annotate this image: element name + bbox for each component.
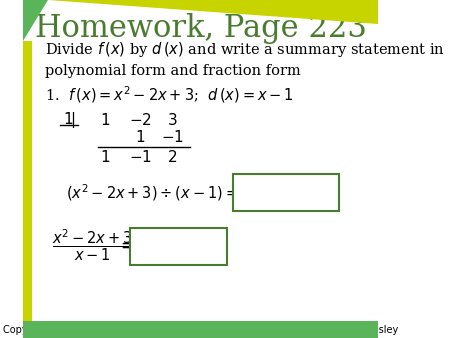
- Text: 1.  $f\,(x) = x^2 - 2x + 3$;  $d\,(x) = x - 1$: 1. $f\,(x) = x^2 - 2x + 3$; $d\,(x) = x …: [45, 84, 293, 105]
- Polygon shape: [23, 41, 32, 321]
- Text: $1\!|$: $1\!|$: [63, 110, 76, 130]
- Text: $1$: $1$: [100, 149, 110, 165]
- FancyBboxPatch shape: [130, 228, 227, 265]
- Text: $\left(x^2 - 2x + 3\right) \div \left(x - 1\right) = $: $\left(x^2 - 2x + 3\right) \div \left(x …: [66, 182, 238, 203]
- Polygon shape: [48, 0, 378, 24]
- Text: $x - 1 + \dfrac{2}{x-1}$: $x - 1 + \dfrac{2}{x-1}$: [241, 184, 329, 212]
- Text: $3$: $3$: [167, 112, 177, 128]
- Text: $-1$: $-1$: [129, 149, 152, 165]
- Text: $2$: $2$: [167, 149, 177, 165]
- Text: $-1$: $-1$: [161, 129, 184, 145]
- Text: $x - 1 + \dfrac{2}{x-1}$: $x - 1 + \dfrac{2}{x-1}$: [139, 238, 226, 266]
- Text: Divide $f\,(x)$ by $d\,(x)$ and write a summary statement in
polynomial form and: Divide $f\,(x)$ by $d\,(x)$ and write a …: [45, 40, 445, 78]
- Text: $-2$: $-2$: [129, 112, 152, 128]
- Text: Homework, Page 223: Homework, Page 223: [35, 13, 367, 44]
- Polygon shape: [23, 0, 48, 41]
- Text: Copyright © 2007 Pearson Education, Inc. Publishing as Pearson Addison-Wesley: Copyright © 2007 Pearson Education, Inc.…: [3, 324, 398, 335]
- Text: $1$: $1$: [135, 129, 145, 145]
- Text: $1$: $1$: [100, 112, 110, 128]
- Text: $\dfrac{x^2 - 2x + 3}{x - 1}$: $\dfrac{x^2 - 2x + 3}{x - 1}$: [52, 227, 134, 263]
- FancyBboxPatch shape: [233, 174, 339, 211]
- Text: $=$: $=$: [117, 237, 135, 254]
- Polygon shape: [23, 321, 378, 338]
- Text: Slide 2- 1: Slide 2- 1: [309, 324, 367, 335]
